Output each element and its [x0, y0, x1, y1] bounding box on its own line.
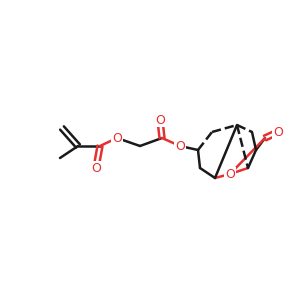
Text: O: O	[155, 113, 165, 127]
Text: O: O	[273, 125, 283, 139]
Text: O: O	[91, 161, 101, 175]
Text: O: O	[225, 167, 235, 181]
Text: O: O	[175, 140, 185, 152]
Text: O: O	[112, 131, 122, 145]
